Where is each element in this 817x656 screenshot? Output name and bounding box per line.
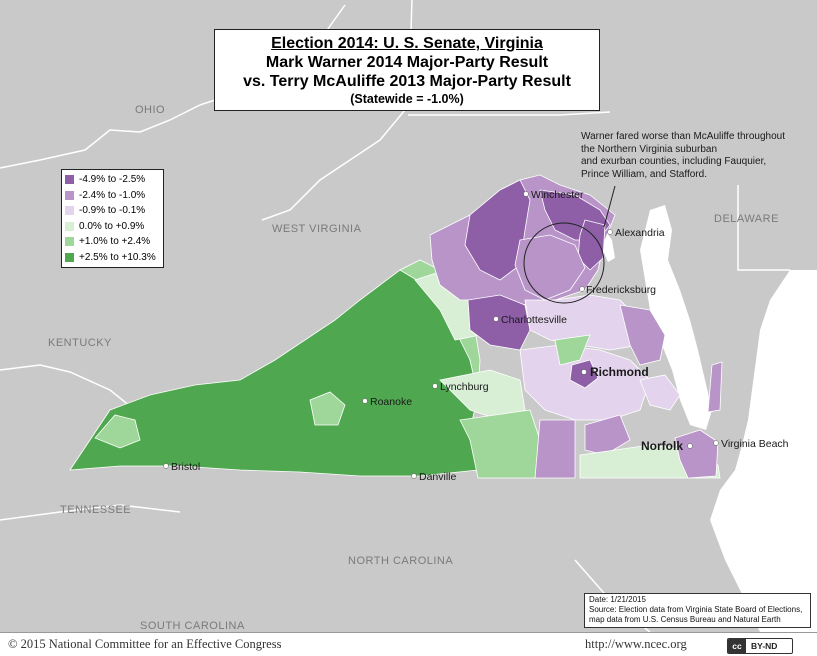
city-label-charlottesville: Charlottesville	[501, 314, 567, 326]
city-label-richmond: Richmond	[590, 365, 649, 379]
city-dot-danville	[411, 473, 417, 479]
source-line: map data from U.S. Census Bureau and Nat…	[589, 615, 781, 624]
annotation-line: the Northern Virginia suburban	[581, 143, 718, 155]
county-peninsula	[639, 374, 681, 411]
legend-item: -2.4% to -1.0%	[65, 188, 160, 204]
annotation-line: Prince William, and Stafford.	[581, 168, 707, 180]
county-fauquier-prince-william	[514, 234, 586, 301]
license-text: BY-ND	[751, 641, 778, 651]
county-virginia-beach	[674, 429, 719, 479]
city-label-lynchburg: Lynchburg	[440, 381, 489, 393]
state-label-north-carolina: NORTH CAROLINA	[348, 555, 453, 567]
state-label-delaware: DELAWARE	[714, 213, 779, 225]
annotation-line: and exurban counties, including Fauquier…	[581, 156, 767, 167]
pennsylvania-border	[408, 111, 611, 116]
city-dot-lynchburg	[432, 383, 438, 389]
city-label-bristol: Bristol	[171, 461, 200, 473]
city-label-fredericksburg: Fredericksburg	[586, 284, 656, 296]
city-label-alexandria: Alexandria	[615, 227, 665, 239]
title-line-4: (Statewide = -1.0%)	[350, 92, 464, 106]
source-line: Source: Election data from Virginia Stat…	[589, 605, 803, 614]
city-dot-roanoke	[362, 398, 368, 404]
legend: -4.9% to -2.5% -2.4% to -1.0% -0.9% to -…	[61, 169, 164, 268]
county-albemarle	[467, 294, 531, 351]
city-label-roanoke: Roanoke	[370, 396, 412, 408]
legend-label: -4.9% to -2.5%	[79, 174, 146, 186]
source-box: Date: 1/21/2015 Source: Election data fr…	[584, 593, 811, 628]
county-campbell	[439, 369, 526, 421]
county-eastern-shore	[707, 361, 723, 413]
legend-item: 0.0% to +0.9%	[65, 219, 160, 235]
county-goochland	[554, 334, 591, 366]
city-dot-winchester	[523, 191, 529, 197]
legend-item: +1.0% to +2.4%	[65, 234, 160, 250]
city-label-norfolk: Norfolk	[641, 439, 683, 453]
legend-swatch	[65, 221, 74, 231]
city-label-danville: Danville	[419, 471, 457, 483]
legend-swatch	[65, 175, 74, 185]
state-label-ohio: OHIO	[135, 104, 165, 116]
city-dot-bristol	[163, 463, 169, 469]
county-mecklenburg	[534, 419, 576, 479]
chesapeake-bay	[640, 205, 712, 430]
legend-label: +1.0% to +2.4%	[79, 236, 151, 248]
source-date: Date: 1/21/2015	[589, 595, 646, 604]
highlight-circle	[523, 222, 605, 304]
county-sussex	[584, 414, 631, 456]
tennessee-southern-border	[0, 504, 181, 521]
city-dot-fredericksburg	[579, 286, 585, 292]
legend-item: +2.5% to +10.3%	[65, 250, 160, 266]
county-montgomery	[309, 391, 346, 426]
city-dot-norfolk	[687, 443, 693, 449]
annotation-line: Warner fared worse than McAuliffe throug…	[581, 131, 785, 142]
virginia-counties	[69, 174, 723, 479]
delaware-border	[737, 185, 790, 271]
city-label-virginia-beach: Virginia Beach	[721, 438, 789, 450]
license-badge[interactable]: cc BY-ND	[727, 638, 793, 654]
legend-item: -0.9% to -0.1%	[65, 203, 160, 219]
kentucky-border	[0, 364, 136, 411]
state-label-kentucky: KENTUCKY	[48, 337, 112, 349]
city-dot-virginia-beach	[713, 440, 719, 446]
water	[602, 205, 817, 632]
state-label-south-carolina: SOUTH CAROLINA	[140, 620, 245, 632]
city-dots	[163, 191, 719, 479]
title-line-2: Mark Warner 2014 Major-Party Result	[265, 54, 549, 71]
title-line-3: vs. Terry McAuliffe 2013 Major-Party Res…	[243, 73, 571, 90]
cc-icon: cc	[728, 639, 746, 653]
legend-swatch	[65, 237, 74, 247]
county-northern-neck	[619, 304, 666, 366]
legend-label: 0.0% to +0.9%	[79, 220, 145, 232]
annotation-leader-line	[603, 185, 616, 228]
website-link[interactable]: http://www.ncec.org	[585, 637, 687, 651]
atlantic-ocean	[710, 270, 817, 632]
legend-swatch	[65, 190, 74, 200]
title-line-1: Election 2014: U. S. Senate, Virginia	[271, 35, 543, 52]
legend-swatch	[65, 206, 74, 216]
legend-label: +2.5% to +10.3%	[79, 251, 156, 263]
title-box: Election 2014: U. S. Senate, Virginia Ma…	[214, 29, 600, 111]
city-label-winchester: Winchester	[531, 189, 584, 201]
county-lee	[94, 414, 141, 449]
legend-item: -4.9% to -2.5%	[65, 172, 160, 188]
city-dot-charlottesville	[493, 316, 499, 322]
city-dot-alexandria	[607, 229, 613, 235]
legend-label: -0.9% to -0.1%	[79, 205, 146, 217]
city-dot-richmond	[581, 369, 587, 375]
state-label-west-virginia: WEST VIRGINIA	[272, 223, 362, 235]
legend-swatch	[65, 252, 74, 262]
annotation-text: Warner fared worse than McAuliffe throug…	[581, 131, 811, 181]
copyright-text: © 2015 National Committee for an Effecti…	[8, 637, 282, 651]
footer: © 2015 National Committee for an Effecti…	[0, 632, 817, 656]
state-label-tennessee: TENNESSEE	[60, 504, 131, 516]
legend-label: -2.4% to -1.0%	[79, 189, 146, 201]
